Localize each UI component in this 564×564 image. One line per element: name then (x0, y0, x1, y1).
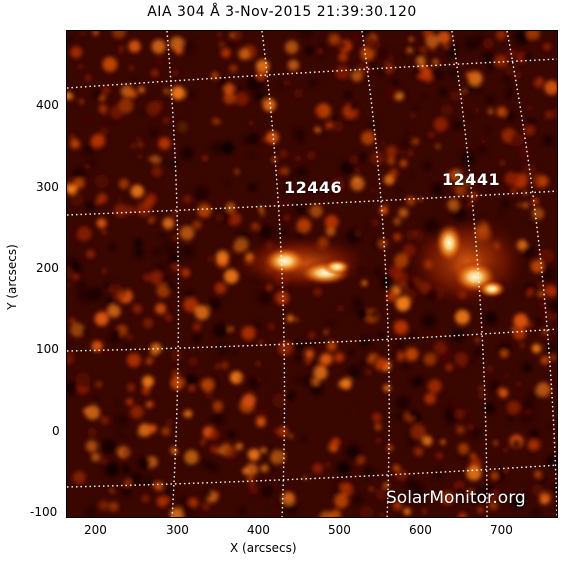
heliographic-grid (67, 31, 557, 517)
solar-image (67, 31, 557, 517)
x-tick-label: 400 (247, 523, 270, 537)
active-region-12446-emission (232, 235, 372, 291)
y-tick-label: 300 (36, 180, 59, 194)
y-tick-label: 0 (52, 424, 60, 438)
x-tick-label: 200 (84, 523, 107, 537)
y-tick-label: 400 (36, 98, 59, 112)
y-tick-label: 100 (36, 342, 59, 356)
x-tick-label: 300 (166, 523, 189, 537)
x-tick-label: 600 (409, 523, 432, 537)
region-label-12441: 12441 (442, 170, 501, 189)
watermark: SolarMonitor.org (386, 488, 526, 508)
solar-image-panel (66, 30, 558, 518)
region-label-12446: 12446 (284, 178, 343, 197)
image-title: AIA 304 Å 3-Nov-2015 21:39:30.120 (147, 4, 417, 20)
y-tick-label: -100 (30, 505, 58, 519)
x-tick-label: 700 (490, 523, 513, 537)
y-axis-label: Y (arcsecs) (5, 244, 19, 310)
active-region-12441-emission (405, 213, 529, 309)
x-axis-label: X (arcsecs) (230, 541, 297, 555)
y-tick-label: 200 (36, 261, 59, 275)
x-tick-label: 500 (328, 523, 351, 537)
